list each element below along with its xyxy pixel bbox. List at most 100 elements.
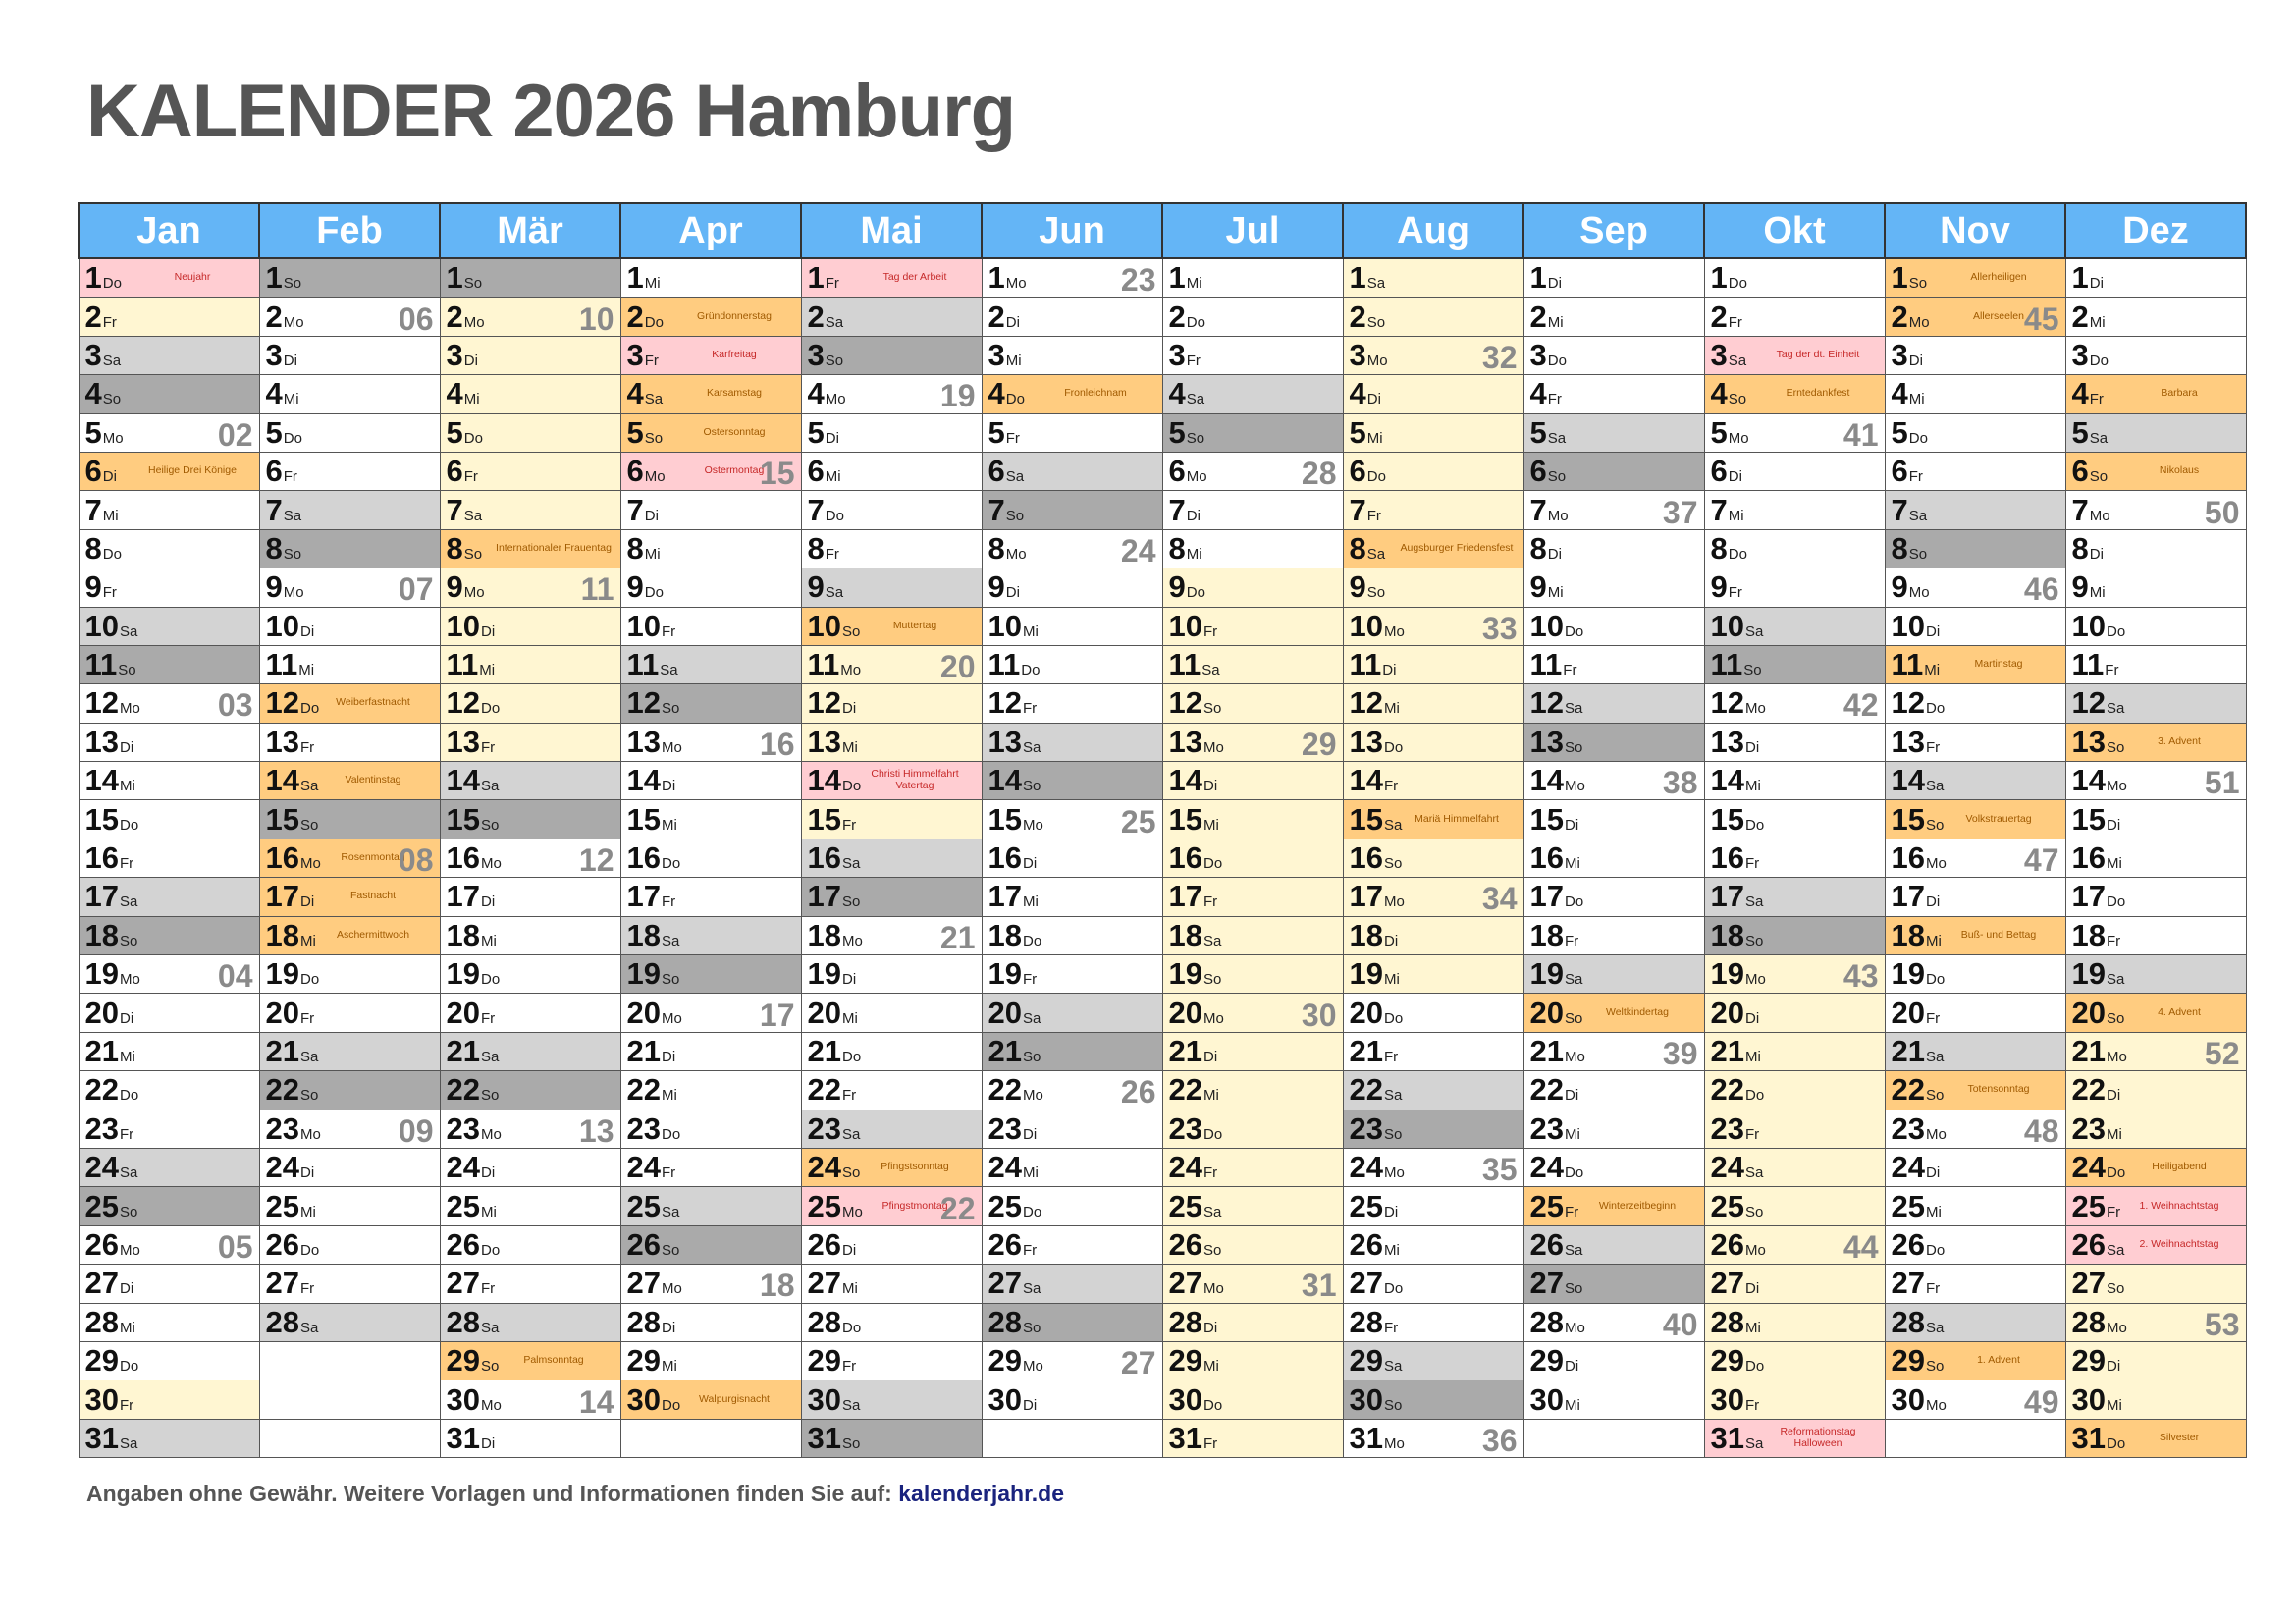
day-number: 8Fr <box>807 530 839 566</box>
day-number: 17Sa <box>84 879 138 914</box>
day-cell: 24Do Heiligabend <box>2064 1147 2247 1188</box>
day-number: 29So <box>1891 1343 1945 1379</box>
day-cell: 17Sa <box>1703 877 1886 917</box>
day-number: 6Di <box>84 454 117 489</box>
day-cell: 24Sa <box>1703 1147 1886 1188</box>
day-row: 22Do 22So 22So 22Mi 22Fr 22Mo 26 22Mi 22Sa 22Di 22… <box>78 1070 2247 1110</box>
special-day-label: 3. Advent <box>2158 734 2201 747</box>
month-header-1: Jan <box>78 202 260 259</box>
day-number: 20Mo <box>1168 995 1224 1030</box>
weekday-label: Fr <box>480 1280 496 1298</box>
day-cell: 26Sa 2. Weihnachtstag <box>2064 1224 2247 1266</box>
week-number: 43 <box>1842 958 1879 994</box>
day-cell: 28Mo 53 <box>2064 1302 2247 1342</box>
weekday-label: Sa <box>1202 1203 1222 1220</box>
day-number: 26So <box>1168 1226 1222 1262</box>
day-cell: 8Mo 24 <box>981 528 1163 569</box>
day-cell: 19So <box>1161 954 1344 995</box>
week-number: 52 <box>2204 1036 2240 1071</box>
day-cell: 31Sa Reformationstag Halloween <box>1703 1418 1886 1459</box>
day-number: 29Mi <box>626 1343 677 1379</box>
day-cell: 30Mi <box>1522 1380 1705 1420</box>
day-row: 24Sa 24Di 24Di 24Fr 24So Pfingstsonntag 24Mi 24… <box>78 1147 2247 1188</box>
weekday-label: Sa <box>299 1049 319 1065</box>
day-number: 2Fr <box>1710 298 1742 334</box>
footer-link[interactable]: kalenderjahr.de <box>898 1481 1064 1506</box>
weekday-label: So <box>2106 1009 2125 1027</box>
day-number: 16Do <box>1168 840 1223 876</box>
weekday-label: Mo <box>1728 429 1749 447</box>
day-number: 4Do <box>988 376 1025 411</box>
day-cell: 20Do <box>1342 993 1524 1033</box>
day-cell: 8Sa Augsburger Friedensfest <box>1342 528 1524 569</box>
day-number: 19Fr <box>988 956 1038 992</box>
day-row: 5Mo 02 5Do 5Do 5So Ostersonntag 5Di 5Fr 5So 5Mi 5S… <box>78 412 2247 453</box>
day-number: 4Di <box>1349 376 1381 411</box>
day-row: 18So 18Mi Aschermittwoch 18Mi 18Sa 18Mo 21 18Do… <box>78 915 2247 956</box>
week-number: 32 <box>1481 339 1518 375</box>
day-cell: 13So 3. Advent <box>2064 722 2247 763</box>
month-header-10: Okt <box>1703 202 1886 259</box>
month-header-5: Mai <box>800 202 983 259</box>
day-number: 1Sa <box>1349 260 1386 296</box>
day-number: 21Sa <box>446 1034 500 1068</box>
weekday-label: Mo <box>2106 1049 2127 1065</box>
day-number: 4So <box>84 376 122 411</box>
weekday-label: Mo <box>119 700 140 718</box>
day-number: 28Sa <box>1891 1304 1945 1339</box>
weekday-label: Do <box>1005 391 1025 408</box>
day-row: 6Di Heilige Drei Könige 6Fr 6Fr 6Mo Ostermont… <box>78 451 2247 492</box>
weekday-label: Sa <box>1744 1164 1764 1182</box>
day-number: 4So <box>1710 376 1747 411</box>
weekday-label: Mi <box>463 391 480 408</box>
day-cell: 13Do <box>1342 722 1524 763</box>
weekday-label: Di <box>1022 1396 1038 1414</box>
weekday-label: Mo <box>1925 1125 1947 1143</box>
day-cell: 19Di <box>800 954 983 995</box>
special-day-label: 4. Advent <box>2158 1005 2201 1018</box>
day-number: 3Sa <box>84 337 122 372</box>
day-number: 23Do <box>1168 1110 1223 1146</box>
day-number: 16Do <box>626 840 681 876</box>
day-cell: 10Fr <box>619 606 802 646</box>
day-number: 29Mi <box>1168 1343 1219 1379</box>
weekday-label: Mi <box>119 1049 135 1065</box>
day-cell: 1Di <box>1522 257 1705 298</box>
weekday-label: So <box>1005 507 1025 524</box>
day-cell: 19Do <box>258 954 441 995</box>
month-header-8: Aug <box>1342 202 1524 259</box>
weekday-label: Mi <box>1202 816 1219 834</box>
day-cell: 6So Nikolaus <box>2064 451 2247 492</box>
week-number: 13 <box>578 1112 614 1149</box>
day-cell: 28Mi <box>1703 1302 1886 1342</box>
day-cell: 14Sa Valentinstag <box>258 761 441 801</box>
weekday-label: Mo <box>2106 778 2127 795</box>
day-number: 7Di <box>626 492 659 527</box>
day-cell: 7Di <box>1161 490 1344 530</box>
weekday-label: Fr <box>283 468 297 486</box>
day-number: 15So <box>446 801 500 837</box>
day-number: 3Do <box>2071 337 2109 372</box>
day-cell: 3So <box>800 335 983 376</box>
day-cell: 4Fr <box>1522 374 1705 414</box>
week-number: 14 <box>578 1383 614 1420</box>
day-cell: 18Sa <box>1161 915 1344 956</box>
day-row: 9Fr 9Mo 07 9Mo 11 9Do 9Sa 9Di 9Do 9So 9Mi 9Fr 9Mo 46 9… <box>78 568 2247 608</box>
day-number: 2Mo <box>265 298 304 334</box>
weekday-label: Mi <box>2106 1125 2122 1143</box>
day-cell: 22Di <box>1522 1070 1705 1110</box>
day-cell: 25Di <box>1342 1186 1524 1226</box>
weekday-label: Di <box>1005 313 1020 331</box>
weekday-label: Fr <box>1202 893 1218 911</box>
day-number: 28Sa <box>265 1304 319 1339</box>
day-cell: 27Di <box>78 1264 260 1304</box>
week-number: 27 <box>1120 1345 1156 1380</box>
day-number: 1Do <box>84 260 122 296</box>
day-cell: 8So Internationaler Frauentag <box>439 528 621 569</box>
day-cell: 17So <box>800 877 983 917</box>
week-number: 41 <box>1842 416 1879 453</box>
weekday-label: Mo <box>1908 584 1930 602</box>
weekday-label: So <box>841 1435 861 1452</box>
day-number: 24Di <box>446 1150 496 1185</box>
day-cell: 24Sa <box>78 1147 260 1188</box>
